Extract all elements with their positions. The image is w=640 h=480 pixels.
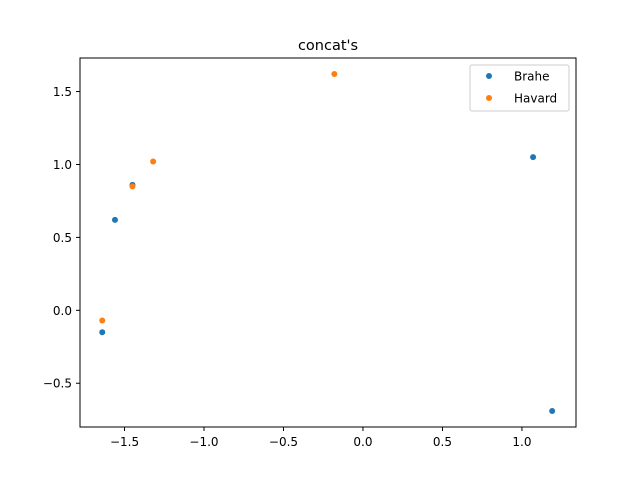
point-brahe [530, 154, 537, 161]
point-havard [331, 71, 338, 78]
legend-label-brahe: Brahe [514, 70, 550, 84]
x-tick-label: −1.0 [189, 435, 218, 449]
x-tick-label: −1.5 [110, 435, 139, 449]
point-havard [150, 158, 157, 165]
y-tick-label: 0.5 [53, 231, 72, 245]
axes-frame [79, 57, 577, 428]
x-tick-label: 0.5 [433, 435, 452, 449]
y-tick-label: −0.5 [43, 377, 72, 391]
data-points [99, 71, 556, 414]
point-havard [99, 317, 106, 324]
x-axis-ticks: −1.5 −1.0 −0.5 0.0 0.5 1.0 [110, 427, 531, 449]
y-tick-label: 1.5 [53, 85, 72, 99]
legend-marker-havard [486, 95, 492, 101]
legend: Brahe Havard [469, 64, 570, 112]
point-brahe [549, 407, 556, 414]
y-tick-label: 1.0 [53, 158, 72, 172]
x-tick-label: −0.5 [269, 435, 298, 449]
y-axis-ticks: −0.5 0.0 0.5 1.0 1.5 [43, 85, 80, 391]
chart-title: concat's [298, 38, 358, 54]
x-tick-label: 0.0 [353, 435, 372, 449]
y-tick-label: 0.0 [53, 304, 72, 318]
point-brahe [111, 216, 118, 223]
point-brahe [99, 329, 106, 336]
legend-box [469, 64, 570, 112]
legend-label-havard: Havard [514, 92, 557, 106]
point-havard [129, 183, 136, 190]
x-tick-label: 1.0 [512, 435, 531, 449]
legend-marker-brahe [486, 73, 492, 79]
